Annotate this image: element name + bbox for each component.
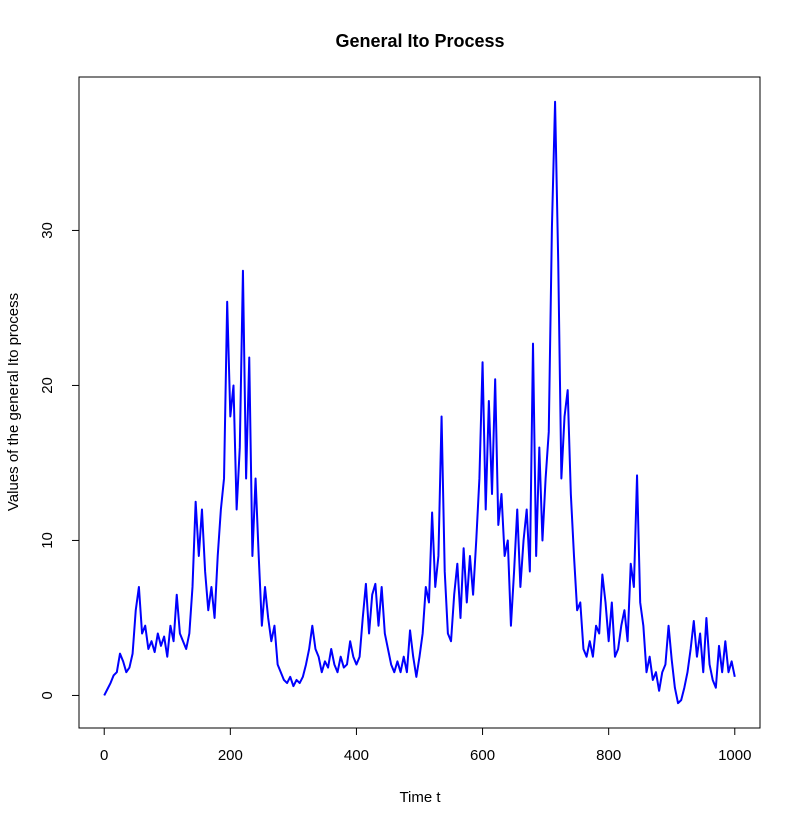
x-axis-label: Time t (399, 789, 441, 806)
y-tick-label: 30 (39, 222, 56, 239)
x-tick-label: 800 (596, 747, 621, 764)
y-tick-label: 0 (39, 691, 56, 699)
data-line (103, 100, 736, 705)
x-tick-label: 0 (100, 747, 108, 764)
x-tick-label: 200 (218, 747, 243, 764)
x-tick-label: 600 (470, 747, 495, 764)
y-axis-label: Values of the general Ito process (5, 293, 22, 511)
x-tick-label: 400 (344, 747, 369, 764)
y-tick-label: 20 (39, 377, 56, 394)
plot-frame (78, 76, 761, 729)
y-tick-label: 10 (39, 532, 56, 549)
chart-title: General Ito Process (335, 31, 504, 51)
x-tick-label: 1000 (718, 747, 751, 764)
